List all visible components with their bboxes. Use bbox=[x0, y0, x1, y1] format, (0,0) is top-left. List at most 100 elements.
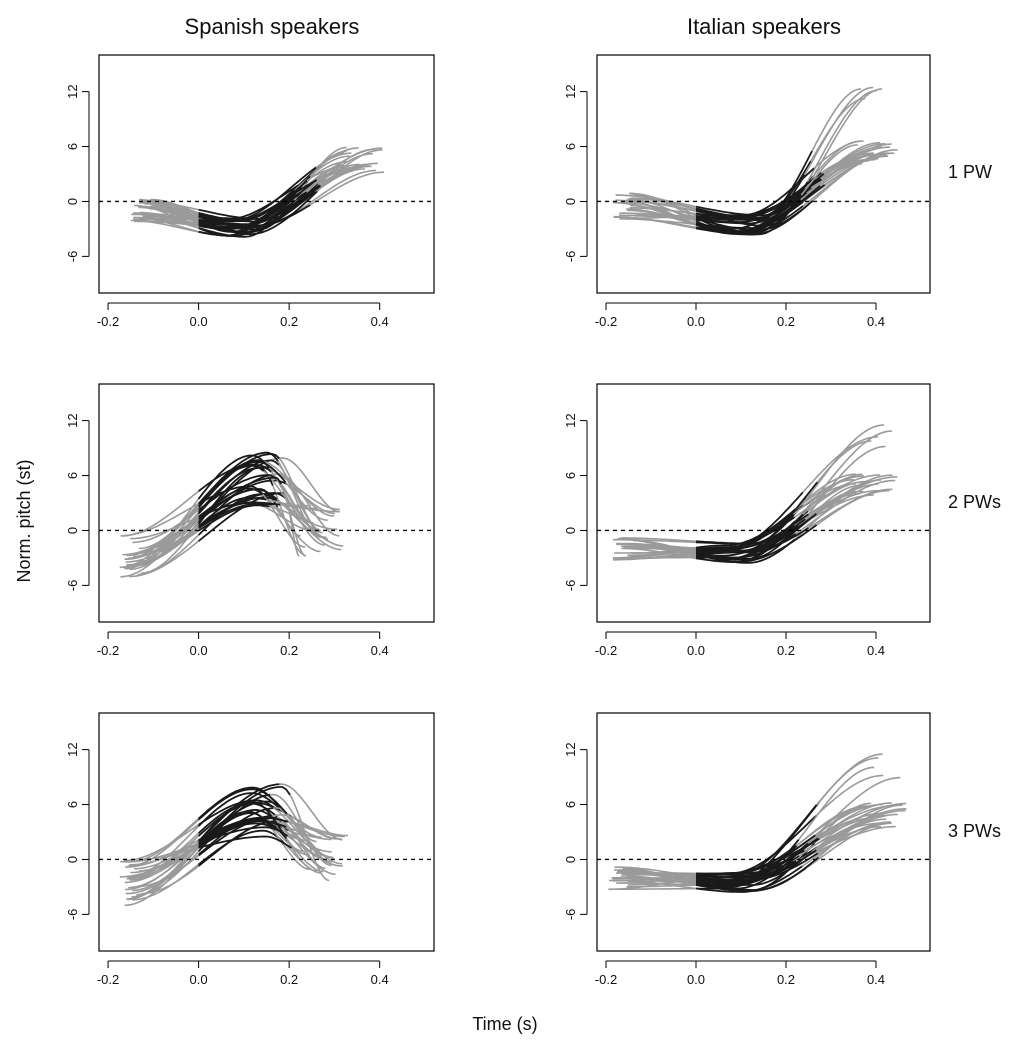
plot-frame bbox=[596, 54, 931, 294]
y-tick-label: -6 bbox=[563, 909, 578, 921]
contour-post-segment bbox=[804, 822, 892, 870]
contour-pre-segment bbox=[631, 545, 697, 557]
y-tick-label: -6 bbox=[563, 580, 578, 592]
contour-pre-segment bbox=[144, 203, 199, 217]
contour-core-segment bbox=[198, 179, 318, 230]
contour-pre-segment bbox=[621, 872, 696, 875]
contour-pre-segment bbox=[617, 543, 697, 550]
contour-pre-segment bbox=[132, 863, 200, 901]
contour-post-segment bbox=[279, 783, 343, 841]
contour-post-segment bbox=[796, 805, 868, 847]
y-tick-label: -6 bbox=[563, 251, 578, 263]
contour-post-segment bbox=[808, 490, 864, 515]
plot-frame bbox=[596, 383, 931, 623]
contour-post-segment bbox=[287, 835, 343, 867]
contour-pre-segment bbox=[145, 199, 199, 215]
contour-post-segment bbox=[294, 155, 350, 191]
contour-pre-segment bbox=[133, 216, 199, 233]
y-tick-label: 6 bbox=[563, 143, 578, 150]
contour-core-segment bbox=[198, 501, 281, 518]
contour-post-segment bbox=[279, 503, 339, 513]
contour-post-segment bbox=[812, 152, 889, 202]
contour-post-segment bbox=[802, 436, 879, 493]
contour-pre-segment bbox=[634, 215, 697, 221]
contour-post-segment bbox=[794, 430, 892, 523]
contour-pre-segment bbox=[129, 842, 199, 866]
contour-core-segment bbox=[198, 835, 292, 849]
contour-core-segment bbox=[695, 834, 816, 881]
contour-pre-segment bbox=[123, 824, 200, 862]
contour-post-segment bbox=[278, 457, 321, 532]
x-tick-label: 0.4 bbox=[867, 972, 885, 987]
x-tick-label: 0.4 bbox=[867, 643, 885, 658]
y-tick-label: -6 bbox=[65, 251, 80, 263]
contour-post-segment bbox=[806, 89, 877, 183]
x-tick-label: 0.2 bbox=[777, 643, 795, 658]
contour-core-segment bbox=[198, 175, 311, 220]
contour-post-segment bbox=[804, 822, 881, 852]
contour-core-segment bbox=[695, 838, 820, 875]
contour-pre-segment bbox=[126, 846, 200, 901]
contour-core-segment bbox=[197, 453, 280, 508]
contour-post-segment bbox=[268, 457, 341, 513]
contour-core-segment bbox=[695, 848, 804, 881]
contour-curves bbox=[119, 783, 349, 907]
contour-core-segment bbox=[198, 474, 277, 511]
contour-pre-segment bbox=[619, 212, 697, 218]
contour-post-segment bbox=[815, 757, 879, 806]
contour-post-segment bbox=[280, 483, 307, 557]
contour-core-segment bbox=[695, 200, 814, 236]
contour-core-segment bbox=[198, 166, 317, 222]
y-tick-label: 0 bbox=[563, 198, 578, 205]
x-tick-label: 0.2 bbox=[777, 972, 795, 987]
x-tick-label: -0.2 bbox=[595, 972, 617, 987]
y-tick-label: -6 bbox=[65, 580, 80, 592]
contour-post-segment bbox=[815, 774, 884, 817]
contour-pre-segment bbox=[623, 201, 697, 219]
contour-core-segment bbox=[695, 518, 806, 560]
contour-post-segment bbox=[275, 826, 332, 853]
contour-post-segment bbox=[792, 475, 865, 516]
contour-post-segment bbox=[306, 161, 348, 182]
y-tick-label: 6 bbox=[65, 801, 80, 808]
contour-core-segment bbox=[695, 186, 812, 234]
x-tick-label: 0.0 bbox=[687, 643, 705, 658]
y-tick-label: 12 bbox=[563, 413, 578, 427]
x-tick-label: -0.2 bbox=[97, 972, 119, 987]
x-tick-label: 0.2 bbox=[280, 643, 298, 658]
contour-post-segment bbox=[811, 88, 862, 152]
contour-core-segment bbox=[695, 481, 819, 553]
y-tick-label: 6 bbox=[65, 143, 80, 150]
contour-pre-segment bbox=[122, 515, 200, 556]
contour-post-segment bbox=[285, 826, 332, 841]
contour-pre-segment bbox=[131, 841, 200, 898]
contour-post-segment bbox=[802, 88, 883, 194]
contour-curves bbox=[612, 86, 898, 236]
y-tick-label: 12 bbox=[563, 742, 578, 756]
contour-post-segment bbox=[291, 847, 310, 856]
chart-panel-5: -0.2 0.0 0.2 0.4 -6 0 6 12 bbox=[65, 712, 435, 987]
contour-post-segment bbox=[808, 488, 893, 529]
contour-post-segment bbox=[816, 440, 872, 483]
y-tick-label: 12 bbox=[65, 84, 80, 98]
contour-pre-segment bbox=[138, 846, 200, 872]
contour-post-segment bbox=[800, 143, 892, 201]
contour-pre-segment bbox=[613, 538, 697, 544]
y-tick-label: 12 bbox=[65, 413, 80, 427]
row-label-1pw: 1 PW bbox=[948, 162, 992, 182]
contour-core-segment bbox=[695, 513, 817, 552]
contour-post-segment bbox=[316, 149, 383, 192]
x-tick-label: 0.4 bbox=[371, 314, 389, 329]
contour-post-segment bbox=[316, 147, 383, 181]
contour-post-segment bbox=[817, 804, 903, 858]
y-tick-label: 0 bbox=[65, 198, 80, 205]
contour-core-segment bbox=[198, 504, 270, 532]
contour-post-segment bbox=[797, 766, 875, 841]
contour-core-segment bbox=[198, 488, 278, 520]
contour-pre-segment bbox=[139, 503, 200, 550]
contour-curves bbox=[119, 451, 344, 578]
contour-core-segment bbox=[198, 788, 288, 821]
contour-post-segment bbox=[815, 474, 893, 515]
contour-post-segment bbox=[797, 445, 886, 527]
